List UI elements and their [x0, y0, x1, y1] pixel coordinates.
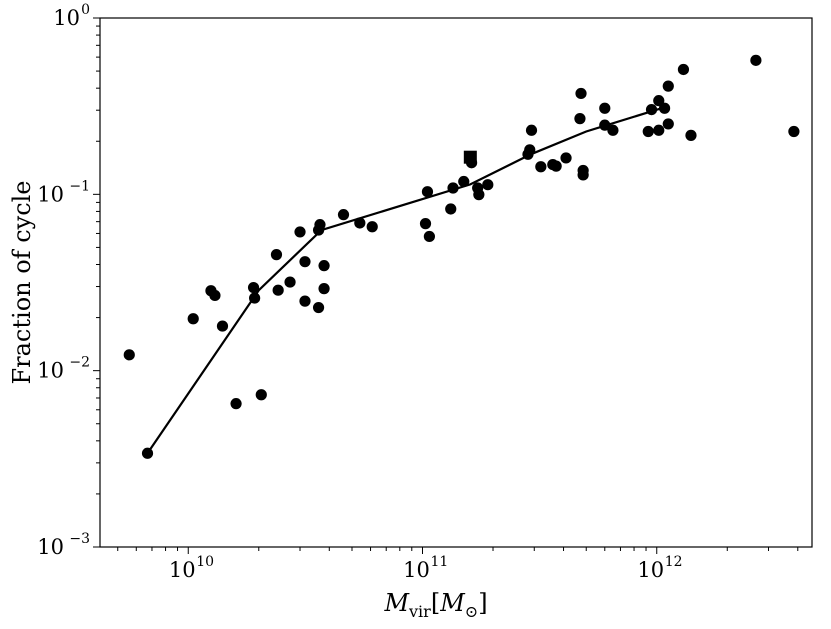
y-tick-label: 10: [37, 535, 64, 559]
scatter-point: [421, 186, 434, 198]
y-tick-exponent: −3: [69, 531, 90, 547]
scatter-point: [653, 95, 665, 107]
trend-line: [146, 107, 663, 454]
scatter-point: [524, 144, 536, 156]
square-marker: [463, 150, 477, 164]
scatter-point: [299, 295, 311, 307]
scatter-point: [607, 124, 619, 136]
scatter-point: [423, 230, 435, 243]
x-tick-label: 10: [169, 558, 196, 582]
scatter-point: [314, 219, 326, 231]
scatter-point: [366, 221, 378, 233]
x-axis-label-bracket-open: [: [431, 589, 440, 617]
scatter-point: [270, 249, 283, 261]
y-tick-label: 10: [37, 182, 64, 206]
y-tick-exponent: −2: [69, 355, 90, 371]
x-tick-exponent: 11: [431, 554, 449, 570]
scatter-point: [482, 179, 494, 191]
scatter-point: [419, 218, 432, 230]
x-tick-exponent: 10: [196, 554, 214, 570]
scatter-point: [447, 182, 459, 194]
y-tick-label: 10: [53, 6, 80, 30]
scatter-point: [445, 203, 457, 215]
x-axis-label-unit-sub: ⊙: [465, 602, 478, 621]
scatter-point: [645, 103, 658, 116]
plot-frame: [99, 17, 813, 548]
scatter-point: [550, 160, 562, 172]
plot-area: [123, 54, 800, 459]
scatter-point: [662, 118, 674, 130]
scatter-point: [662, 80, 674, 92]
scatter-point: [642, 125, 654, 138]
scatter-point: [230, 398, 242, 410]
scatter-point: [247, 281, 260, 294]
scatter-point: [123, 349, 135, 361]
x-axis-label-sub: vir: [408, 602, 431, 621]
scatter-point: [560, 152, 572, 164]
scatter-point: [249, 292, 261, 304]
scatter-point: [354, 217, 366, 229]
scatter-point: [284, 276, 296, 288]
scatter-point: [750, 54, 762, 66]
scatter-point: [653, 124, 665, 136]
x-tick-label: 10: [403, 558, 430, 582]
scatter-point: [255, 389, 267, 401]
x-tick-label: 10: [637, 558, 664, 582]
y-tick-label: 10: [37, 359, 64, 383]
y-axis-label: Fraction of cycle: [8, 180, 36, 384]
x-axis-label-unit: M: [439, 589, 466, 617]
scatter-point: [141, 447, 154, 459]
scatter-point: [458, 175, 470, 188]
scatter-point: [574, 113, 586, 125]
scatter-point: [525, 124, 538, 136]
scatter-point: [473, 189, 485, 201]
scatter-point: [294, 226, 306, 238]
scatter-point: [788, 125, 800, 138]
scatter-point: [685, 129, 697, 141]
scatter-point: [209, 289, 221, 302]
scatter-point: [599, 119, 611, 131]
scatter-point: [575, 87, 587, 100]
x-axis-label-bracket-close: ]: [478, 589, 487, 617]
scatter-point: [216, 320, 229, 332]
y-tick-exponent: −1: [69, 178, 90, 194]
scatter-point: [187, 313, 199, 325]
scatter-point: [535, 161, 547, 173]
scatter-point: [312, 301, 325, 314]
scatter-point: [658, 102, 671, 114]
scatter-point: [299, 256, 311, 268]
x-axis-label-main: M: [383, 589, 410, 617]
scatter-point: [337, 209, 350, 221]
scatter-point: [272, 284, 284, 296]
x-tick-exponent: 12: [665, 554, 683, 570]
scatter-point: [318, 260, 330, 272]
scatter-point: [677, 63, 690, 76]
scatter-point: [599, 102, 611, 114]
x-axis-label: Mvir[M⊙]: [383, 589, 487, 621]
scatter-point: [577, 169, 589, 181]
scatter-point: [318, 283, 330, 295]
y-tick-exponent: 0: [81, 2, 90, 18]
